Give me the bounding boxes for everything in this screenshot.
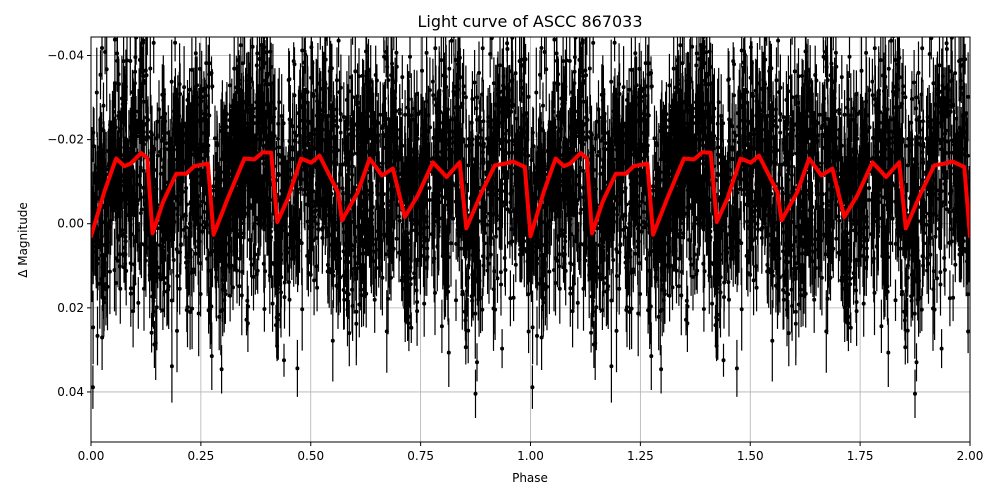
observation-errorbars — [91, 37, 970, 418]
x-tick-label: 0.00 — [78, 449, 105, 463]
y-tick-label: −0.02 — [47, 133, 84, 147]
x-tick-label: 0.50 — [297, 449, 324, 463]
chart-title: Light curve of ASCC 867033 — [417, 12, 642, 31]
x-tick-label: 1.75 — [847, 449, 874, 463]
data-points — [91, 37, 970, 396]
x-tick-label: 2.00 — [957, 449, 984, 463]
y-axis-label: Δ Magnitude — [16, 202, 30, 278]
x-tick-label: 1.25 — [627, 449, 654, 463]
x-axis-ticks: 0.00 0.25 0.50 0.75 1.00 1.25 1.50 1.75 2.00 — [78, 442, 984, 463]
y-tick-label: 0.02 — [57, 301, 84, 315]
x-axis-label: Phase — [512, 471, 548, 485]
y-tick-label: 0.04 — [57, 385, 84, 399]
x-tick-label: 1.00 — [517, 449, 544, 463]
y-axis-ticks: −0.04 −0.02 0.00 0.02 0.04 — [47, 49, 91, 399]
model-line — [91, 150, 970, 239]
y-tick-label: −0.04 — [47, 49, 84, 63]
x-tick-label: 1.50 — [737, 449, 764, 463]
y-tick-label: 0.00 — [57, 217, 84, 231]
x-tick-label: 0.75 — [407, 449, 434, 463]
model-curve — [91, 150, 970, 239]
x-tick-label: 0.25 — [188, 449, 215, 463]
